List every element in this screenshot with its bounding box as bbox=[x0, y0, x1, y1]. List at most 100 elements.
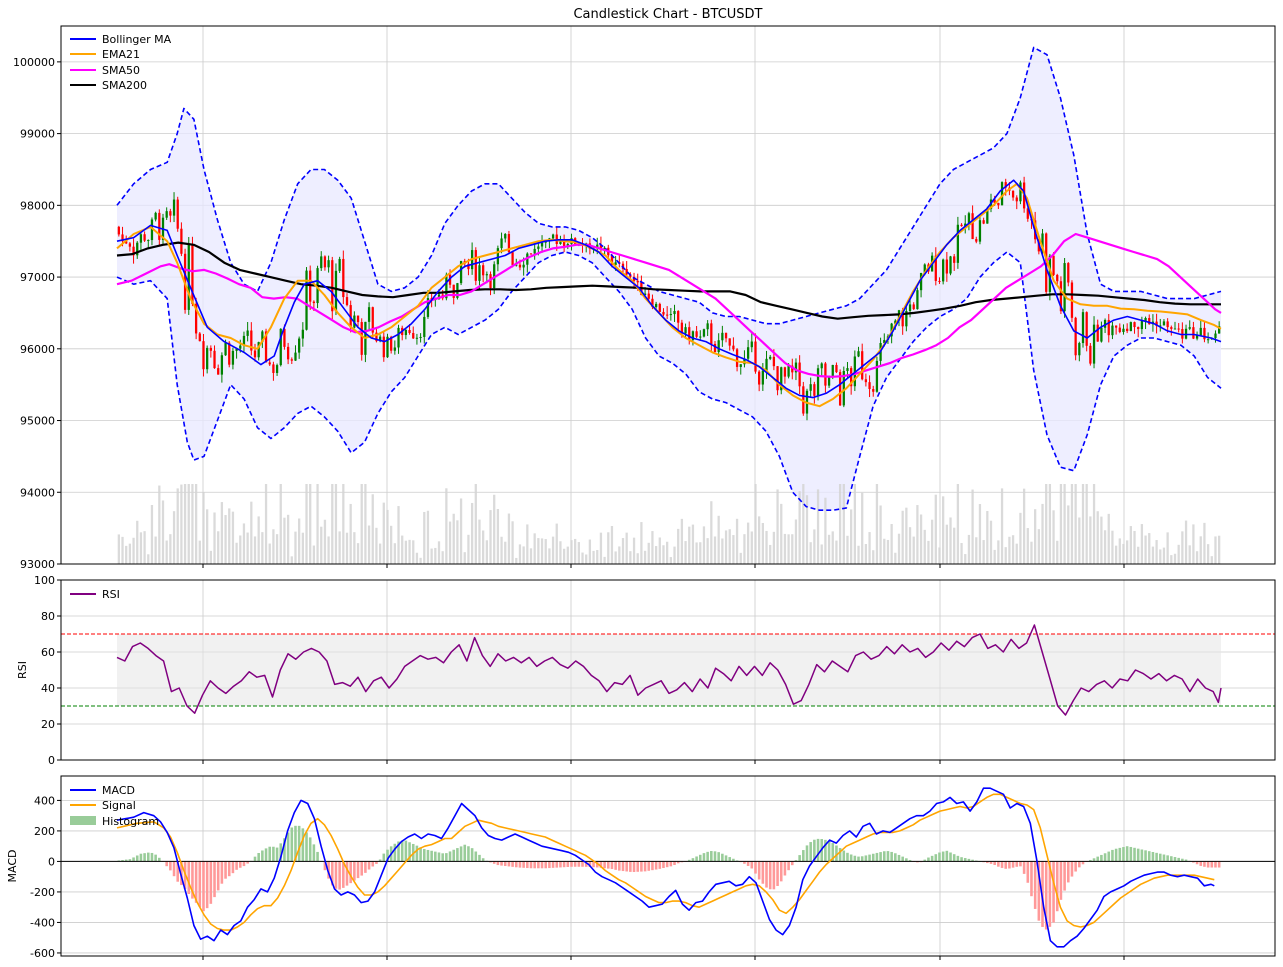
candle-body bbox=[1129, 322, 1132, 332]
macd-histogram-bar bbox=[871, 853, 875, 862]
volume-bar bbox=[1034, 509, 1037, 564]
candle-body bbox=[1103, 319, 1107, 328]
macd-histogram-bar bbox=[1055, 861, 1059, 912]
volume-bar bbox=[246, 532, 249, 564]
y-tick-label: 98000 bbox=[20, 199, 55, 212]
candle-body bbox=[1173, 328, 1177, 330]
candle-body bbox=[1177, 328, 1180, 330]
macd-histogram-bar bbox=[743, 861, 746, 864]
macd-histogram-bar bbox=[559, 861, 562, 868]
volume-bar bbox=[949, 517, 952, 564]
candle-body bbox=[912, 304, 915, 310]
candle-body bbox=[1137, 327, 1140, 330]
volume-bar bbox=[953, 527, 956, 564]
legend-label-sma200: SMA200 bbox=[102, 79, 147, 92]
candle-body bbox=[787, 365, 790, 377]
y-tick-label: 60 bbox=[41, 646, 55, 659]
volume-bar bbox=[430, 548, 433, 564]
candle-body bbox=[1122, 328, 1125, 332]
price-panel: 93000 94000 95000 96000 97000 98000 99000 10000… bbox=[13, 25, 1276, 571]
macd-histogram-bar bbox=[860, 856, 864, 862]
volume-bar bbox=[864, 544, 868, 564]
volume-bar bbox=[217, 531, 220, 564]
macd-histogram-bar bbox=[794, 860, 798, 862]
macd-histogram-bar bbox=[632, 861, 636, 872]
volume-bar bbox=[592, 550, 595, 564]
volume-bar bbox=[765, 530, 768, 564]
macd-histogram-bar bbox=[481, 858, 485, 862]
candle-body bbox=[511, 252, 514, 266]
macd-histogram-bar bbox=[864, 855, 868, 862]
macd-histogram-bar bbox=[459, 846, 463, 862]
macd-histogram-bar bbox=[1030, 861, 1033, 897]
macd-histogram-bar bbox=[202, 861, 205, 912]
volume-bar bbox=[533, 533, 536, 564]
volume-bar bbox=[761, 522, 764, 564]
volume-bar bbox=[838, 484, 842, 564]
macd-histogram-bar bbox=[463, 844, 467, 862]
candle-body bbox=[206, 347, 209, 370]
candle-body bbox=[279, 328, 282, 366]
macd-histogram-bar bbox=[971, 859, 974, 862]
macd-histogram-bar bbox=[253, 856, 257, 862]
volume-bar bbox=[658, 537, 661, 564]
volume-bar bbox=[912, 536, 915, 564]
volume-bar bbox=[382, 502, 385, 564]
macd-histogram-bar bbox=[246, 861, 249, 864]
volume-bar bbox=[890, 524, 893, 564]
volume-bar bbox=[1214, 536, 1217, 564]
macd-histogram-bar bbox=[1173, 857, 1177, 862]
macd-histogram-bar bbox=[941, 851, 945, 862]
macd-histogram-bar bbox=[599, 861, 603, 868]
macd-histogram-bar bbox=[1162, 854, 1166, 862]
macd-histogram-bar bbox=[386, 849, 389, 862]
candle-body bbox=[187, 244, 190, 310]
volume-bar bbox=[993, 549, 996, 564]
candle-body bbox=[268, 362, 271, 365]
macd-histogram-bar bbox=[551, 861, 555, 868]
candle-body bbox=[669, 314, 672, 316]
macd-histogram-bar bbox=[927, 857, 930, 862]
macd-histogram-bar bbox=[220, 861, 224, 884]
volume-bar bbox=[673, 546, 676, 564]
candle-body bbox=[283, 328, 286, 347]
macd-histogram-bar bbox=[345, 861, 349, 886]
volume-bar bbox=[1092, 484, 1096, 564]
macd-histogram-bar bbox=[448, 851, 452, 862]
candle-body bbox=[728, 338, 731, 346]
candle-body bbox=[559, 241, 562, 244]
y-tick-label: 94000 bbox=[20, 486, 55, 499]
macd-histogram-bar bbox=[938, 852, 941, 862]
candle-body bbox=[298, 338, 301, 353]
candle-body bbox=[1195, 335, 1199, 339]
volume-bar bbox=[415, 552, 419, 564]
macd-histogram-bar bbox=[1217, 861, 1221, 868]
legend-swatch-histogram bbox=[70, 816, 96, 825]
candle-body bbox=[739, 364, 742, 367]
candle-body bbox=[1155, 321, 1158, 326]
volume-bar bbox=[1192, 524, 1195, 564]
candle-body bbox=[562, 241, 566, 247]
rsi-legend: RSI bbox=[70, 588, 120, 601]
volume-bars bbox=[117, 484, 1221, 564]
macd-histogram-bar bbox=[629, 861, 632, 872]
macd-histogram-bar bbox=[257, 852, 260, 862]
macd-histogram-bar bbox=[621, 861, 625, 872]
macd-histogram-bar bbox=[879, 852, 882, 862]
macd-histogram-bar bbox=[1052, 861, 1055, 923]
volume-bar bbox=[183, 484, 187, 564]
candle-body bbox=[253, 350, 257, 358]
legend-label-rsi: RSI bbox=[102, 588, 120, 601]
candle-body bbox=[264, 331, 268, 363]
candle-body bbox=[1192, 327, 1195, 339]
candle-body bbox=[666, 314, 669, 316]
macd-histogram-bar bbox=[647, 861, 651, 871]
candle-body bbox=[382, 336, 385, 358]
macd-histogram-bar bbox=[158, 857, 161, 862]
volume-bar bbox=[1181, 531, 1184, 564]
candle-body bbox=[390, 336, 393, 351]
candle-body bbox=[838, 372, 842, 406]
macd-histogram-bar bbox=[831, 843, 835, 862]
volume-bar bbox=[257, 516, 260, 564]
volume-bar bbox=[231, 511, 235, 564]
